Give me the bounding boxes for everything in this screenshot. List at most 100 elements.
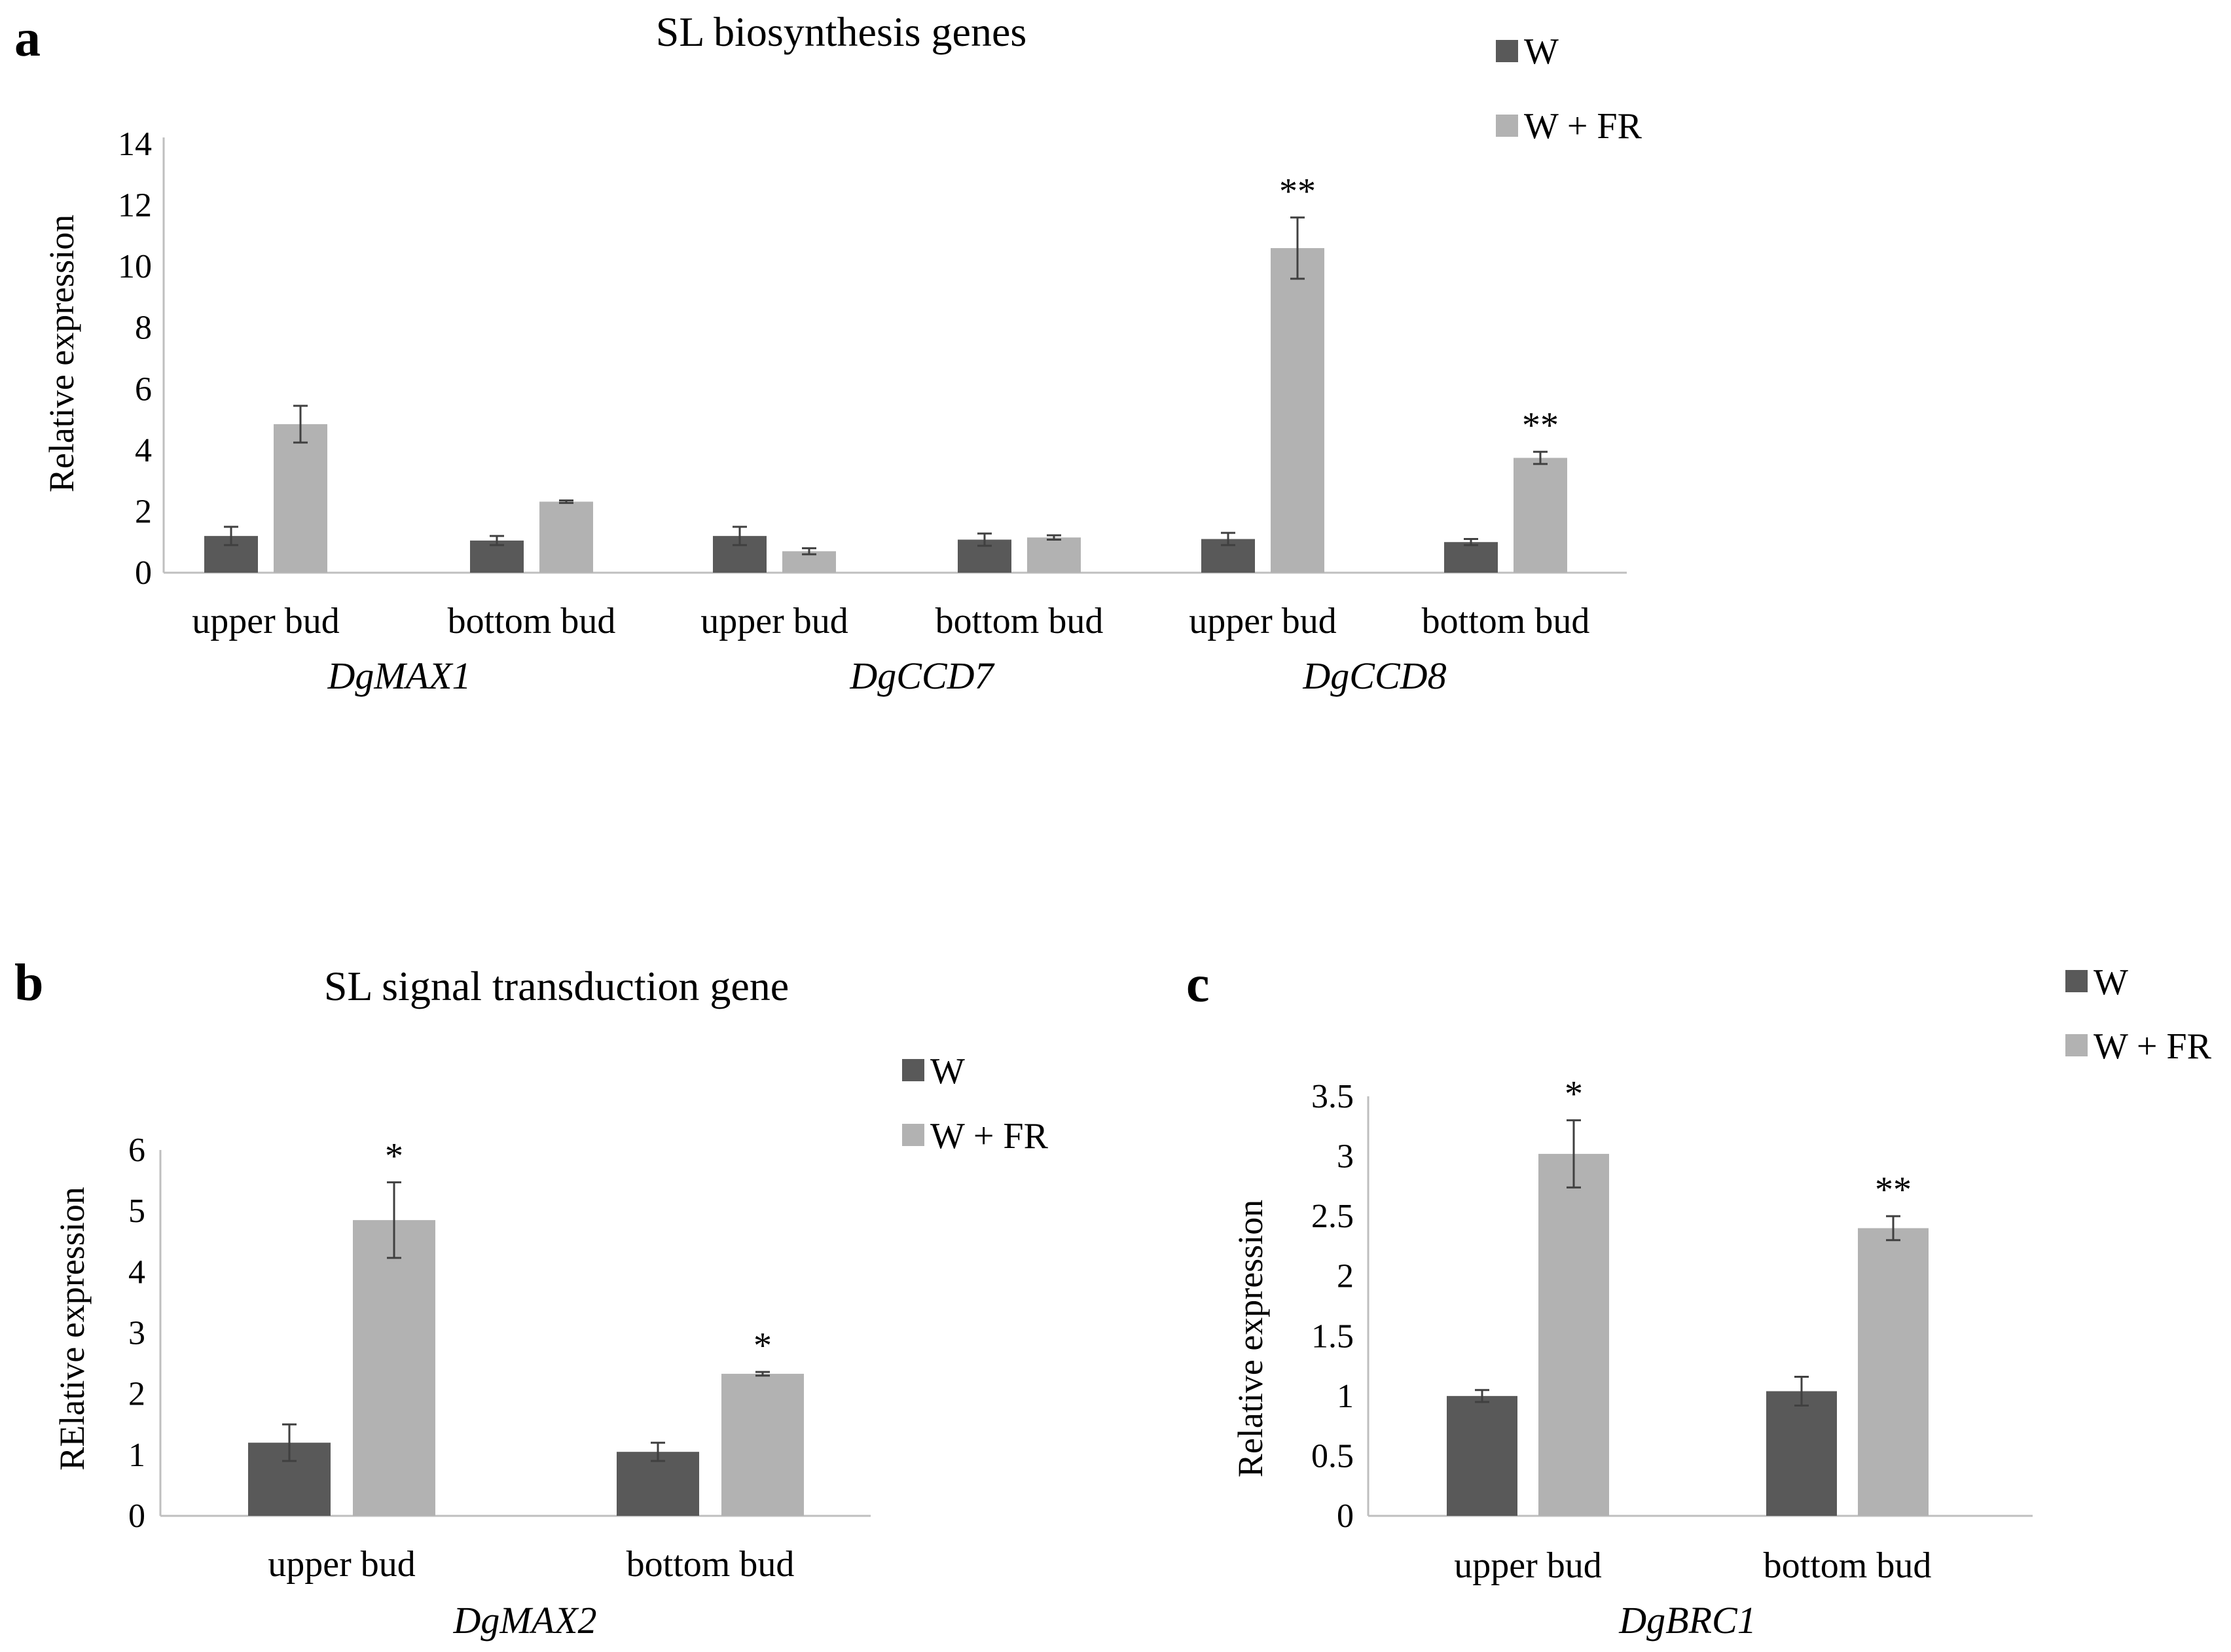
chart-b-x-labels: upper bud bottom bud [268, 1544, 794, 1585]
y-tick-label: 0 [135, 554, 152, 592]
x-tick-label: upper bud [268, 1544, 416, 1585]
chart-b-title: SL signal transduction gene [324, 963, 789, 1009]
y-tick-label: 5 [128, 1193, 145, 1230]
legend-b: W W + FR [902, 1051, 1049, 1157]
significance-marker: ** [1279, 171, 1316, 211]
bar-w-fr [539, 501, 593, 573]
chart-c-y-ticks: 0 0.5 1 1.5 2 2.5 3 3.5 [1311, 1078, 1354, 1535]
x-tick-label: upper bud [1189, 601, 1337, 641]
panel-c: c W W + FR Relative expression 0 0.5 1 1.5 2… [1186, 956, 2212, 1642]
chart-a-significance: ** ** [1279, 171, 1559, 446]
significance-marker: * [753, 1325, 772, 1366]
chart-c-bars [1447, 1153, 1929, 1516]
gene-label: DgBRC1 [1618, 1599, 1756, 1642]
legend-b-label-wfr: W + FR [930, 1116, 1049, 1157]
y-tick-label: 2 [128, 1376, 145, 1413]
error-bar [1567, 1119, 1581, 1189]
x-tick-label: bottom bud [1764, 1545, 1932, 1586]
panel-a-letter: a [14, 10, 41, 67]
error-bar [802, 547, 816, 556]
chart-c-error-bars [1475, 1119, 1900, 1407]
legend-a-swatch-wfr [1496, 115, 1518, 137]
error-bar [293, 404, 308, 444]
x-tick-label: bottom bud [935, 601, 1104, 641]
bar-w-fr [1271, 248, 1324, 573]
legend-c-label-wfr: W + FR [2094, 1026, 2212, 1067]
chart-c-significance: *** [1565, 1074, 1912, 1211]
legend-a: W W + FR [1496, 31, 1642, 147]
y-tick-label: 0 [1337, 1498, 1354, 1535]
error-bar [282, 1423, 297, 1462]
panel-c-letter: c [1186, 956, 1210, 1013]
y-tick-label: 0 [128, 1498, 145, 1535]
chart-c-ylabel: Relative expression [1231, 1200, 1270, 1477]
bar-w-fr [721, 1373, 804, 1516]
legend-a-swatch-w [1496, 40, 1518, 62]
y-tick-label: 3 [128, 1315, 145, 1352]
y-tick-label: 1 [128, 1437, 145, 1474]
error-bar [1047, 534, 1061, 541]
error-bar [387, 1181, 401, 1259]
legend-a-label-w: W [1524, 31, 1559, 72]
y-tick-label: 6 [128, 1132, 145, 1169]
bar-w [1444, 542, 1498, 573]
chart-a-y-ticks: 0 2 4 6 8 10 12 14 [118, 126, 152, 592]
x-tick-label: bottom bud [626, 1544, 795, 1585]
y-tick-label: 1.5 [1311, 1318, 1354, 1355]
chart-a-ylabel: Relative expression [42, 215, 81, 492]
significance-marker: ** [1875, 1170, 1912, 1210]
chart-b-error-bars [282, 1181, 770, 1462]
y-tick-label: 2 [1337, 1258, 1354, 1295]
chart-a-title: SL biosynthesis genes [656, 9, 1027, 55]
gene-label: DgCCD7 [849, 655, 994, 697]
legend-c-swatch-w [2065, 970, 2088, 992]
legend-b-swatch-wfr [902, 1124, 924, 1146]
error-bar [1794, 1376, 1809, 1407]
bar-w-fr [1027, 537, 1081, 573]
y-tick-label: 6 [135, 370, 152, 408]
bar-w [1447, 1395, 1517, 1516]
y-tick-label: 10 [118, 248, 152, 285]
bar-w-fr [1858, 1228, 1929, 1516]
bar-w [617, 1452, 699, 1516]
legend-c: W W + FR [2065, 962, 2212, 1067]
y-tick-label: 1 [1337, 1378, 1354, 1415]
chart-a-x-labels: upper bud bottom bud upper bud bottom bu… [192, 601, 1589, 641]
gene-label: DgMAX2 [452, 1599, 596, 1642]
bar-w-fr [353, 1220, 435, 1516]
y-tick-label: 2 [135, 493, 152, 530]
x-tick-label: upper bud [700, 601, 848, 641]
chart-c-x-labels: upper bud bottom bud [1454, 1545, 1931, 1586]
error-bar [651, 1441, 665, 1462]
chart-b-significance: ** [385, 1136, 772, 1366]
y-tick-label: 3 [1337, 1138, 1354, 1176]
y-tick-label: 8 [135, 310, 152, 347]
significance-marker: * [1565, 1074, 1583, 1115]
bar-w [1766, 1391, 1837, 1516]
error-bar [755, 1371, 770, 1377]
legend-a-label-wfr: W + FR [1524, 106, 1642, 147]
error-bar [1475, 1389, 1489, 1403]
x-tick-label: upper bud [1454, 1545, 1602, 1586]
y-tick-label: 14 [118, 126, 152, 163]
bar-w-fr [1538, 1153, 1609, 1516]
y-tick-label: 3.5 [1311, 1078, 1354, 1115]
gene-label: DgMAX1 [327, 655, 471, 697]
error-bar [1290, 216, 1305, 280]
gene-label: DgCCD8 [1302, 655, 1446, 697]
panel-b-letter: b [14, 954, 44, 1012]
bar-w-fr [274, 424, 327, 573]
y-tick-label: 2.5 [1311, 1198, 1354, 1235]
legend-c-label-w: W [2094, 962, 2128, 1003]
chart-a-error-bars [224, 216, 1548, 556]
chart-b-y-ticks: 0 1 2 3 4 5 6 [128, 1132, 145, 1535]
y-tick-label: 0.5 [1311, 1437, 1354, 1475]
legend-c-swatch-wfr [2065, 1034, 2088, 1056]
panel-b: b SL signal transduction gene W W + FR R… [14, 954, 1049, 1642]
error-bar [490, 535, 504, 547]
error-bar [224, 526, 238, 547]
x-tick-label: upper bud [192, 601, 340, 641]
significance-marker: ** [1522, 405, 1559, 446]
x-tick-label: bottom bud [1422, 601, 1590, 641]
